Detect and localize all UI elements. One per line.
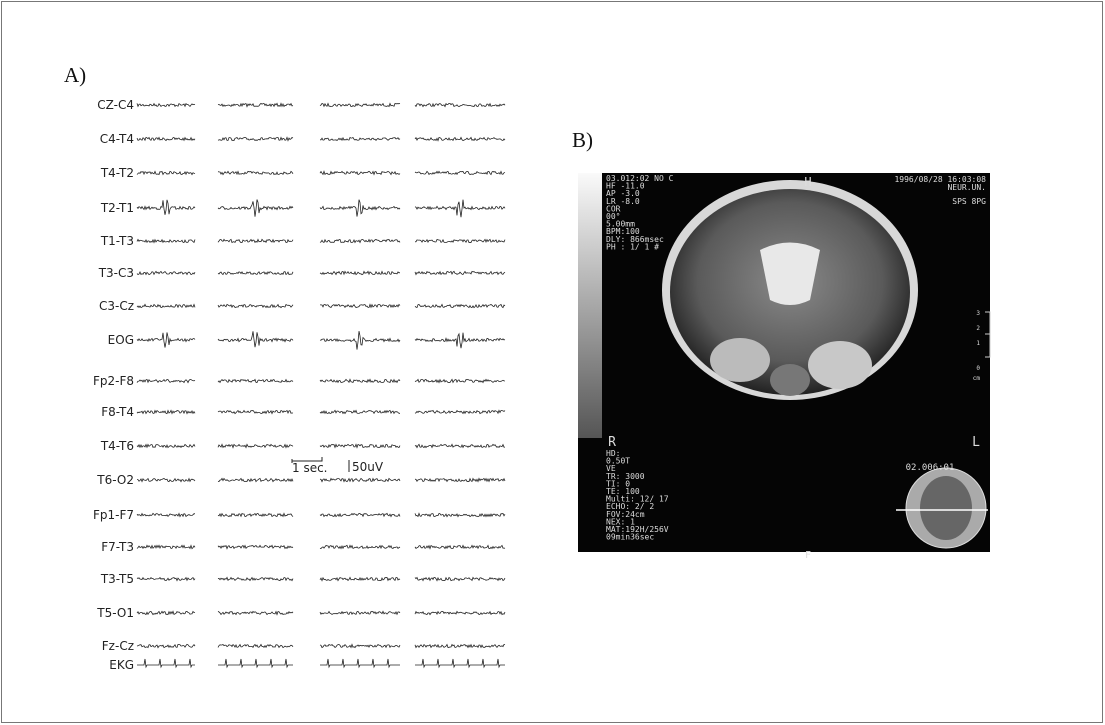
channel-label: CZ-C4: [97, 98, 134, 112]
orientation-marker: L: [972, 435, 980, 450]
gray-scale-strip: [578, 173, 602, 438]
orientation-marker: F: [805, 550, 811, 561]
overlay-text: PH : 1/ 1 #: [606, 242, 659, 251]
channel-label: EKG: [109, 658, 134, 672]
figure: A) B) CZ-C4 C4-T4 T4-T2 T2-T1 T1-T3 T3-C3 C3-C…: [0, 0, 1105, 725]
ruler-label: 1: [976, 340, 980, 347]
channel-label: C4-T4: [100, 132, 134, 146]
channel-label: Fp1-F7: [93, 508, 134, 522]
overlay-text: NEUR.UN.: [947, 183, 986, 192]
channel-label: F8-T4: [101, 405, 134, 419]
channel-label: T3-C3: [98, 266, 134, 280]
channel-label: T4-T2: [100, 166, 134, 180]
channel-label: C3-Cz: [99, 299, 134, 313]
overlay-text: 02.006:01: [906, 463, 955, 473]
orientation-marker: R: [608, 435, 616, 450]
channel-label: T6-O2: [96, 473, 134, 487]
mri-panel: 03.012:02 NO CHF -11.0AP -3.0LR -8.0COR0…: [578, 173, 990, 561]
overlay-text: 09min36sec: [606, 533, 654, 542]
channel-label: T4-T6: [100, 439, 134, 453]
ruler-label: 2: [976, 325, 980, 332]
time-scale-label: 1 sec.: [292, 461, 328, 475]
channel-label: T3-T5: [100, 572, 134, 586]
ruler-label: 3: [976, 310, 980, 317]
temporal-lobe: [710, 338, 770, 382]
channel-label: Fz-Cz: [102, 639, 134, 653]
ruler-label: 0: [976, 365, 980, 372]
channel-label: T5-O1: [96, 606, 134, 620]
channel-label: T2-T1: [100, 201, 134, 215]
channel-label: F7-T3: [101, 540, 134, 554]
amplitude-scale-label: 50uV: [352, 460, 384, 474]
overlay-text: SPS 8PG: [952, 197, 986, 206]
brainstem: [770, 364, 810, 396]
orientation-marker: H: [804, 175, 811, 189]
panel-label: A): [64, 63, 86, 87]
channel-label: T1-T3: [100, 234, 134, 248]
temporal-lobe: [808, 341, 872, 389]
panel-label: B): [572, 128, 593, 152]
localizer-brain: [920, 476, 972, 540]
channel-label: EOG: [108, 333, 134, 347]
ruler-label: cm: [973, 375, 981, 382]
channel-label: Fp2-F8: [93, 374, 134, 388]
